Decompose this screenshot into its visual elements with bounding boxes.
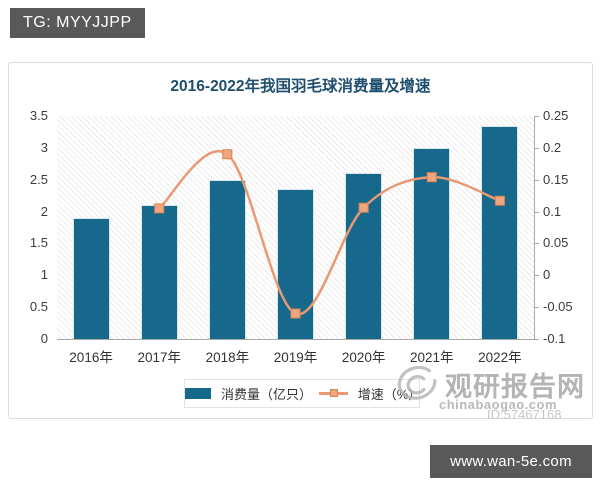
left-axis-tick-label: 3.5 bbox=[29, 108, 48, 123]
right-axis-tick-mark bbox=[534, 307, 539, 309]
growth-line-marker bbox=[494, 195, 505, 206]
x-axis-label: 2019年 bbox=[273, 350, 318, 365]
consumption-bar bbox=[208, 179, 246, 339]
watermark-brand: 观研报告网 bbox=[445, 372, 585, 402]
legend-label-growth: 增速（%） bbox=[357, 387, 422, 402]
growth-line-swatch bbox=[318, 389, 348, 398]
right-axis-tick-mark bbox=[534, 116, 539, 117]
consumption-bar bbox=[345, 173, 383, 339]
left-axis-tick-label: 0.5 bbox=[29, 299, 48, 315]
growth-marker-swatch bbox=[329, 389, 338, 398]
chart-legend: 消费量（亿只） 增速（%） bbox=[184, 379, 422, 408]
chart-panel: 2016-2022年我国羽毛球消费量及增速 3.5 3 2.5 2 1.5 1 0.5 0 0.… bbox=[8, 62, 593, 422]
x-axis-label: 2016年 bbox=[69, 350, 113, 365]
consumption-bar-swatch bbox=[185, 388, 212, 399]
growth-line bbox=[154, 149, 505, 319]
consumption-bar bbox=[481, 125, 519, 339]
right-axis-tick-mark bbox=[534, 179, 539, 181]
right-axis-tick-label: 0.1 bbox=[543, 203, 562, 219]
x-axis-label: 2017年 bbox=[137, 350, 181, 365]
legend-label-consumption: 消费量（亿只） bbox=[221, 387, 313, 402]
left-axis-tick-label: 1 bbox=[40, 267, 48, 283]
watermark-domain: chinabaogao.com bbox=[439, 397, 558, 412]
left-axis-tick-label: 2 bbox=[40, 203, 48, 219]
right-axis-tick-mark bbox=[534, 211, 539, 213]
chart-title: 2016-2022年我国羽毛球消费量及增速 bbox=[170, 78, 431, 95]
x-axis-label: 2018年 bbox=[205, 350, 250, 365]
x-axis-label: 2021年 bbox=[410, 350, 454, 365]
left-axis-tick-label: 0 bbox=[40, 331, 48, 346]
right-axis-tick-label: -0.1 bbox=[543, 331, 566, 346]
right-axis-tick-mark bbox=[534, 339, 539, 340]
site-url-bar: www.wan-5e.com bbox=[430, 445, 592, 478]
right-axis-tick-mark bbox=[534, 243, 539, 245]
watermark-id: ID:57467168 bbox=[487, 407, 562, 422]
right-axis-tick-label: 0.05 bbox=[543, 235, 569, 251]
right-axis-tick-label: -0.05 bbox=[543, 299, 573, 315]
x-axis-label: 2020年 bbox=[341, 350, 386, 365]
consumption-bar bbox=[72, 217, 110, 339]
consumption-bar bbox=[140, 205, 178, 339]
right-axis-tick-label: 0.25 bbox=[543, 108, 569, 123]
tg-badge: TG: MYYJJPP bbox=[10, 8, 145, 38]
right-axis-tick-label: 0 bbox=[543, 267, 551, 283]
right-axis-tick-mark bbox=[534, 275, 539, 277]
left-axis-tick-label: 3 bbox=[40, 139, 48, 155]
right-axis-tick-label: 0.15 bbox=[543, 171, 569, 187]
right-axis-tick-mark bbox=[534, 147, 539, 149]
growth-line-path bbox=[158, 150, 501, 316]
growth-line-marker bbox=[358, 202, 369, 213]
growth-line-marker bbox=[222, 149, 233, 160]
growth-line-marker bbox=[426, 172, 437, 183]
x-axis-label: 2022年 bbox=[478, 350, 522, 365]
left-axis-tick-label: 1.5 bbox=[29, 235, 48, 251]
left-axis-tick-label: 2.5 bbox=[29, 171, 48, 187]
right-axis-tick-label: 0.2 bbox=[543, 139, 562, 155]
growth-line-marker bbox=[154, 203, 165, 214]
plot-area: 3.5 3 2.5 2 1.5 1 0.5 0 0.25 0.2 0.15 0.1 0.05 0 -0.05… bbox=[30, 108, 573, 365]
growth-line-marker bbox=[290, 308, 301, 319]
